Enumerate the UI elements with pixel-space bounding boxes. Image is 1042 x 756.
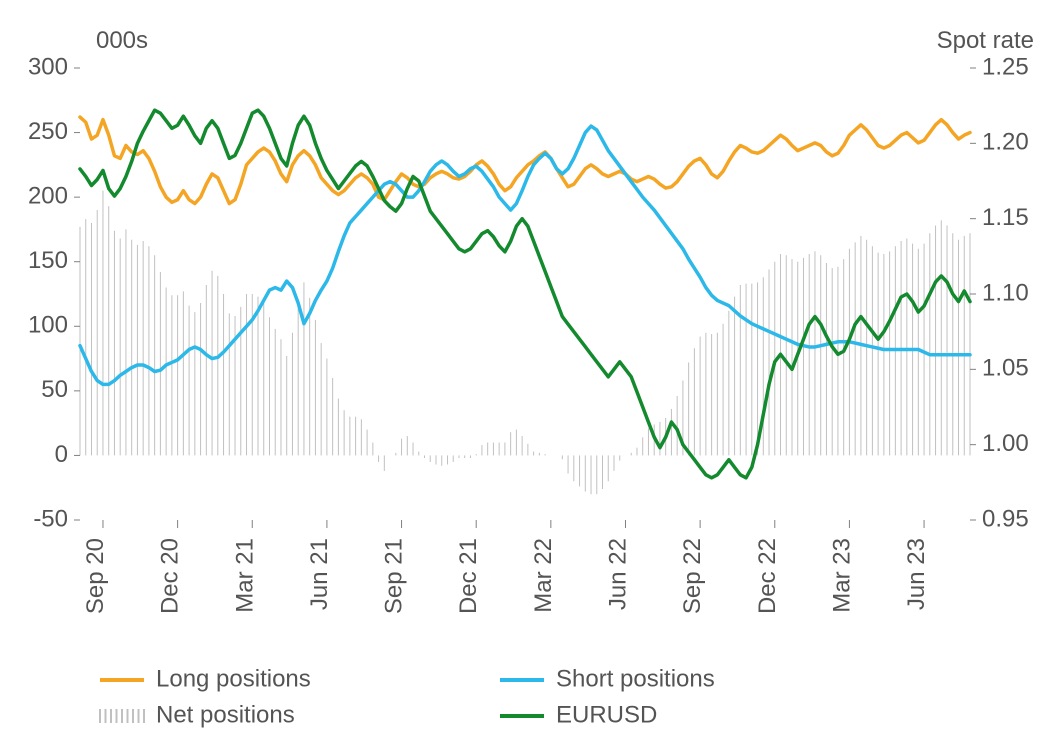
svg-text:Jun 22: Jun 22 [604,538,631,610]
svg-text:50: 50 [41,376,68,403]
svg-text:-50: -50 [33,505,68,532]
svg-text:1.25: 1.25 [982,53,1029,80]
svg-text:Jun 23: Jun 23 [903,538,930,610]
svg-text:Sep 22: Sep 22 [679,538,706,614]
positions-fx-chart: -50 0 50 100 150 200 250 300 000s 0.95 1.00 1.05 1.1… [0,0,1042,756]
net-legend-label: Net positions [156,701,295,728]
svg-text:Mar 21: Mar 21 [231,538,258,613]
svg-text:Sep 20: Sep 20 [82,538,109,614]
svg-text:Mar 22: Mar 22 [530,538,557,613]
short-legend-label: Short positions [556,665,715,692]
svg-text:0.95: 0.95 [982,505,1029,532]
svg-text:Sep 21: Sep 21 [381,538,408,614]
svg-text:Jun 21: Jun 21 [306,538,333,610]
svg-text:100: 100 [28,312,68,339]
svg-text:1.15: 1.15 [982,204,1029,231]
svg-text:1.00: 1.00 [982,430,1029,457]
long-legend-label: Long positions [156,665,311,692]
eurusd-legend-label: EURUSD [556,701,657,728]
chart-container: -50 0 50 100 150 200 250 300 000s 0.95 1.00 1.05 1.1… [0,0,1042,756]
svg-text:Dec 20: Dec 20 [157,538,184,614]
svg-text:150: 150 [28,247,68,274]
svg-text:0: 0 [55,441,68,468]
svg-text:1.20: 1.20 [982,129,1029,156]
svg-text:200: 200 [28,182,68,209]
svg-text:1.05: 1.05 [982,355,1029,382]
svg-text:300: 300 [28,53,68,80]
right-axis-title: Spot rate [937,27,1034,54]
svg-text:Mar 23: Mar 23 [828,538,855,613]
svg-text:Dec 22: Dec 22 [754,538,781,614]
left-axis-title: 000s [96,27,148,54]
svg-text:1.10: 1.10 [982,279,1029,306]
svg-text:Dec 21: Dec 21 [455,538,482,614]
svg-text:250: 250 [28,118,68,145]
